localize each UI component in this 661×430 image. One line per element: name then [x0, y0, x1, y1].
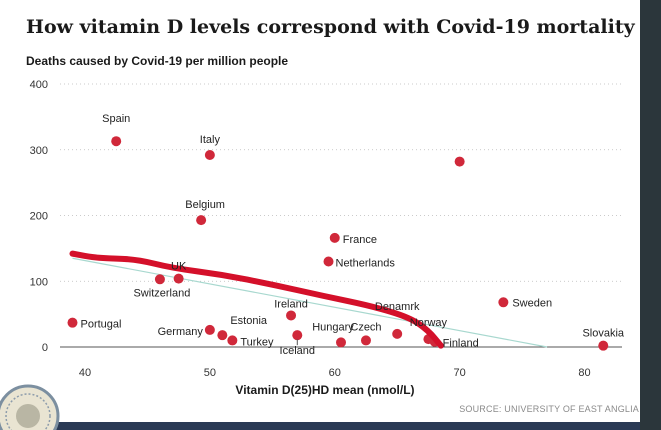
point-label: Slovakia — [582, 328, 624, 340]
data-point — [329, 232, 340, 243]
point-label: Portugal — [80, 319, 121, 331]
y-tick-label: 400 — [30, 79, 48, 91]
x-tick-label: 40 — [79, 367, 91, 379]
point-labels: Spain Italy Belgium France Netherlands UK Swit… — [80, 113, 624, 357]
point-label: France — [343, 234, 377, 246]
point-label: Denamrk — [375, 301, 420, 313]
y-tick-label: 200 — [30, 211, 48, 223]
data-point — [454, 156, 465, 167]
window-edge — [640, 0, 661, 430]
data-point — [67, 317, 78, 328]
data-point — [196, 215, 207, 226]
decorative-seal-icon — [0, 384, 60, 430]
point-label: Italy — [200, 134, 221, 146]
data-point — [323, 256, 334, 267]
trend-line — [72, 257, 548, 348]
data-point — [286, 310, 297, 321]
point-label: Hungary — [312, 321, 354, 333]
scatter-plot: 0 100 200 300 400 40 50 60 70 80 Spain Italy Belgi… — [30, 79, 625, 397]
point-label: Sweden — [512, 297, 552, 309]
point-label: Switzerland — [133, 287, 190, 299]
y-tick-label: 300 — [30, 145, 48, 157]
data-point — [336, 337, 346, 348]
x-tick-label: 60 — [329, 367, 341, 379]
data-point — [598, 340, 609, 351]
point-label: Czech — [350, 321, 381, 333]
point-label: Netherlands — [336, 258, 396, 270]
point-label: Iceland — [280, 345, 315, 357]
y-tick-label: 100 — [30, 276, 48, 288]
data-point — [154, 274, 165, 285]
bottom-bar — [0, 422, 640, 430]
chart-frame — [0, 0, 640, 430]
y-axis-ticks: 0 100 200 300 400 — [30, 79, 48, 354]
hand-drawn-curve — [69, 250, 444, 349]
data-points — [67, 136, 609, 351]
data-point — [173, 273, 184, 284]
data-point — [360, 335, 371, 346]
data-point — [392, 328, 403, 339]
data-point — [204, 324, 215, 335]
point-label: Spain — [102, 113, 130, 125]
point-label: Belgium — [185, 199, 225, 211]
data-point — [227, 335, 238, 346]
data-point — [498, 297, 509, 308]
chart-subtitle: Deaths caused by Covid-19 per million pe… — [26, 54, 289, 68]
chart-title: How vitamin D levels correspond with Cov… — [26, 16, 635, 38]
point-label: Norway — [410, 317, 448, 329]
point-label: Estonia — [230, 315, 268, 327]
data-point — [217, 330, 228, 341]
point-label: Ireland — [274, 298, 308, 310]
x-axis-label: Vitamin D(25)HD mean (nmol/L) — [235, 383, 414, 397]
x-tick-label: 50 — [204, 367, 216, 379]
data-point — [292, 330, 303, 341]
point-label: UK — [171, 261, 187, 273]
point-label: Finland — [443, 338, 479, 350]
point-label: Turkey — [240, 336, 274, 348]
x-axis-ticks: 40 50 60 70 80 — [79, 367, 591, 379]
data-point — [204, 150, 215, 161]
data-point — [111, 136, 122, 147]
point-label: Germany — [158, 326, 204, 338]
x-tick-label: 70 — [454, 367, 466, 379]
source-note: SOURCE: UNIVERSITY OF EAST ANGLIA — [459, 404, 639, 414]
y-tick-label: 0 — [42, 342, 48, 354]
x-tick-label: 80 — [578, 367, 590, 379]
